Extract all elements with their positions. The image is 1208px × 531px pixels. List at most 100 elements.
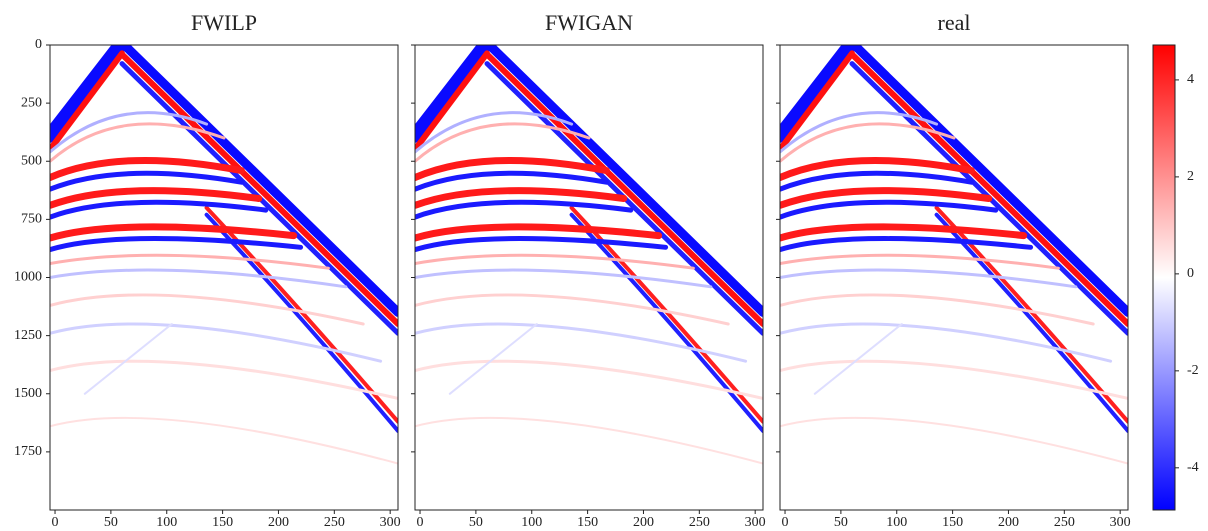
seismic-event — [119, 51, 398, 327]
seismic-event — [780, 416, 1128, 465]
colorbar: -4 -2 0 2 4 — [1152, 44, 1199, 511]
seismic-event — [50, 122, 226, 163]
seismic-event — [415, 111, 574, 154]
seismic-event — [50, 416, 398, 465]
y-tick-label: 1500 — [14, 386, 42, 401]
seismic-event — [849, 51, 1128, 327]
y-tick-label: 1000 — [14, 270, 42, 285]
seismic-event — [415, 122, 591, 163]
y-tick-label: 1750 — [14, 444, 42, 459]
seismic-event — [780, 111, 939, 154]
x-tick-label: 0 — [52, 515, 59, 530]
seismic-event — [415, 416, 763, 465]
seismic-event — [415, 293, 730, 326]
x-tick-label: 300 — [745, 515, 766, 530]
seismic-event — [483, 45, 763, 317]
seismic-event — [415, 50, 490, 153]
colorbar-tick-label: 4 — [1187, 72, 1194, 87]
seismic-event — [415, 223, 663, 242]
x-tick-label: 200 — [633, 515, 654, 530]
seismic-event — [415, 199, 634, 220]
heatmap-background — [780, 45, 1128, 510]
x-tick-label: 200 — [998, 515, 1019, 530]
seismic-event — [415, 170, 609, 192]
heatmap — [50, 45, 398, 510]
seismic-event — [813, 323, 903, 395]
panel: real 0 50 100 150 200 250 300 — [776, 10, 1131, 530]
y-tick-label: 0 — [35, 37, 42, 52]
seismic-event — [780, 170, 974, 192]
x-tick-label: 300 — [380, 515, 401, 530]
seismic-event — [83, 323, 173, 395]
seismic-event — [484, 51, 763, 327]
seismic-event — [415, 322, 748, 363]
x-tick-label: 300 — [1110, 515, 1131, 530]
heatmap-background — [415, 45, 763, 510]
seismic-event — [780, 122, 956, 163]
seismic-event — [780, 268, 1078, 289]
x-tick-label: 0 — [417, 515, 424, 530]
seismic-event — [780, 236, 1034, 253]
seismic-event — [848, 45, 1128, 317]
x-tick-label: 200 — [268, 515, 289, 530]
seismic-event — [415, 187, 628, 209]
panel-title: real — [938, 10, 971, 35]
seismic-event — [780, 45, 859, 143]
seismic-event — [780, 359, 1128, 400]
seismic-event — [780, 253, 1060, 270]
x-tick-label: 150 — [942, 515, 963, 530]
seismic-event — [780, 199, 999, 220]
seismic-event — [50, 268, 348, 289]
seismic-event — [118, 45, 398, 317]
x-tick-label: 0 — [782, 515, 789, 530]
y-tick-label: 500 — [21, 153, 42, 168]
heatmap — [415, 45, 763, 510]
seismic-event — [50, 253, 330, 270]
colorbar-tick-label: -4 — [1187, 460, 1199, 475]
colorbar-tick-label: 0 — [1187, 266, 1194, 281]
x-tick-label: 250 — [689, 515, 710, 530]
x-tick-label: 50 — [834, 515, 848, 530]
panel-title: FWIGAN — [545, 10, 633, 35]
heatmap-background — [50, 45, 398, 510]
seismic-event — [50, 45, 129, 143]
heatmap — [780, 45, 1128, 510]
x-tick-label: 250 — [1054, 515, 1075, 530]
colorbar-tick-label: 2 — [1187, 169, 1194, 184]
x-tick-label: 50 — [104, 515, 118, 530]
seismic-event — [50, 359, 398, 400]
seismic-event — [780, 50, 855, 153]
seismic-event — [415, 45, 494, 143]
seismic-event — [50, 170, 244, 192]
panel: FWIGAN 0 50 100 150 200 250 300 — [411, 10, 766, 530]
seismic-event — [50, 111, 209, 154]
seismic-event — [415, 268, 713, 289]
seismic-event — [50, 322, 383, 363]
seismic-event — [50, 50, 125, 153]
colorbar-tick-label: -2 — [1187, 363, 1199, 378]
seismic-event — [780, 223, 1028, 242]
seismic-event — [448, 323, 538, 395]
seismic-event — [415, 253, 695, 270]
x-tick-label: 150 — [212, 515, 233, 530]
seismic-event — [415, 359, 763, 400]
x-tick-label: 50 — [469, 515, 483, 530]
seismic-event — [50, 236, 304, 253]
panel-title: FWILP — [191, 10, 257, 35]
seismic-event — [780, 157, 975, 181]
x-tick-label: 100 — [156, 515, 177, 530]
seismic-event — [50, 199, 269, 220]
seismic-event — [50, 293, 365, 326]
seismic-event — [780, 293, 1095, 326]
seismic-event — [415, 157, 610, 181]
x-tick-label: 100 — [886, 515, 907, 530]
y-tick-label: 1250 — [14, 328, 42, 343]
x-tick-label: 150 — [577, 515, 598, 530]
seismic-event — [50, 187, 263, 209]
seismic-event — [50, 223, 298, 242]
seismic-event — [780, 322, 1113, 363]
seismic-event — [780, 187, 993, 209]
colorbar-gradient — [1152, 44, 1176, 511]
y-tick-label: 750 — [21, 212, 42, 227]
